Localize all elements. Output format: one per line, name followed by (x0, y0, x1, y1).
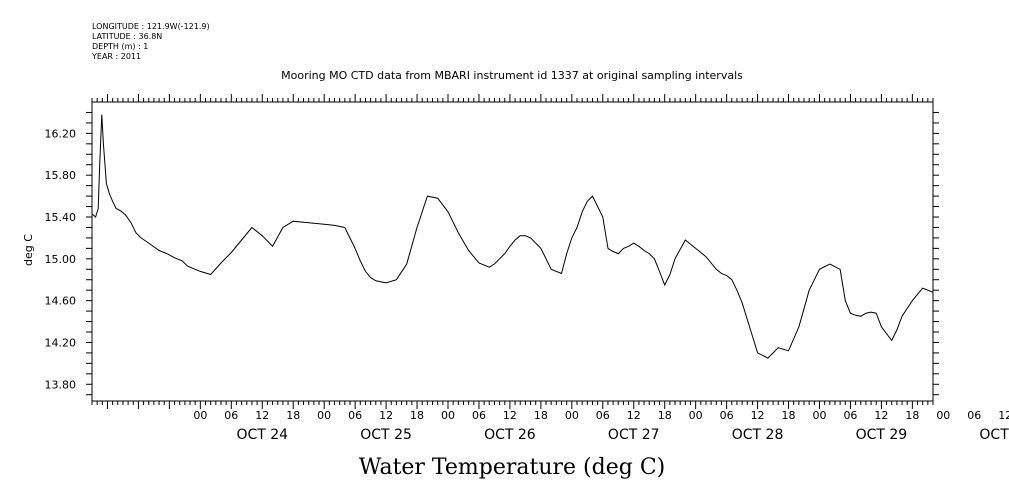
x-tick-label: 12 (503, 409, 517, 422)
y-tick-label: 16.20 (45, 127, 77, 140)
depth-label: DEPTH (m) : 1 (92, 42, 149, 51)
x-tick-label: 00 (193, 409, 207, 422)
chart-title: Mooring MO CTD data from MBARI instrumen… (281, 69, 743, 82)
x-tick-label: 00 (689, 409, 703, 422)
chart-axes (86, 94, 939, 409)
y-tick-label: 14.60 (45, 295, 77, 308)
x-tick-label: 00 (441, 409, 455, 422)
x-tick-label: 00 (317, 409, 331, 422)
latitude-label: LATITUDE : 36.8N (92, 32, 163, 41)
x-tick-label: 12 (379, 409, 393, 422)
longitude-label: LONGITUDE : 121.9W(-121.9) (92, 22, 210, 31)
x-tick-label: 18 (286, 409, 300, 422)
x-tick-label: 00 (812, 409, 826, 422)
x-day-label: OCT 24 (236, 427, 288, 443)
x-day-label: OCT 25 (360, 427, 412, 443)
y-tick-label: 15.40 (45, 211, 77, 224)
x-day-labels: OCT 24 OCT 25 OCT 26 OCT 27 OCT 28 OCT 29 OCT … (236, 427, 1009, 443)
year-label: YEAR : 2011 (92, 52, 142, 61)
x-tick-label: 06 (596, 409, 610, 422)
x-day-label: OCT 27 (608, 427, 660, 443)
y-tick-labels: 13.80 14.20 14.60 15.00 15.40 15.80 16.20 (45, 127, 77, 391)
x-day-label: OCT 30 (979, 427, 1009, 443)
y-tick-label: 13.80 (45, 378, 77, 391)
x-axis-label: Water Temperature (deg C) (359, 455, 666, 480)
x-tick-label: 00 (565, 409, 579, 422)
station-metadata: LONGITUDE : 121.9W(-121.9) LATITUDE : 36… (92, 22, 210, 62)
series-line (91, 114, 934, 359)
y-tick-label: 14.20 (45, 336, 77, 349)
x-tick-label: 12 (998, 409, 1009, 422)
y-tick-label: 15.80 (45, 169, 77, 182)
x-tick-label: 00 (936, 409, 950, 422)
x-tick-label: 06 (720, 409, 734, 422)
x-tick-labels: 00 06 12 18 00 06 12 18 00 06 12 18 00 06 12 18 00 06 12 18… (193, 409, 1009, 422)
x-day-label: OCT 28 (732, 427, 784, 443)
x-day-label: OCT 29 (856, 427, 908, 443)
x-tick-label: 18 (905, 409, 919, 422)
plot-frame (91, 101, 934, 402)
x-tick-label: 12 (874, 409, 888, 422)
x-tick-label: 18 (782, 409, 796, 422)
x-tick-label: 06 (472, 409, 486, 422)
x-tick-label: 12 (627, 409, 641, 422)
x-tick-label: 12 (255, 409, 269, 422)
y-axis-label: deg C (22, 234, 35, 266)
x-tick-label: 18 (658, 409, 672, 422)
x-tick-label: 06 (224, 409, 238, 422)
x-day-label: OCT 26 (484, 427, 536, 443)
y-tick-label: 15.00 (45, 253, 77, 266)
x-tick-label: 18 (410, 409, 424, 422)
x-tick-label: 06 (348, 409, 362, 422)
x-tick-label: 06 (967, 409, 981, 422)
x-tick-label: 12 (751, 409, 765, 422)
x-tick-label: 06 (843, 409, 857, 422)
x-tick-label: 18 (534, 409, 548, 422)
